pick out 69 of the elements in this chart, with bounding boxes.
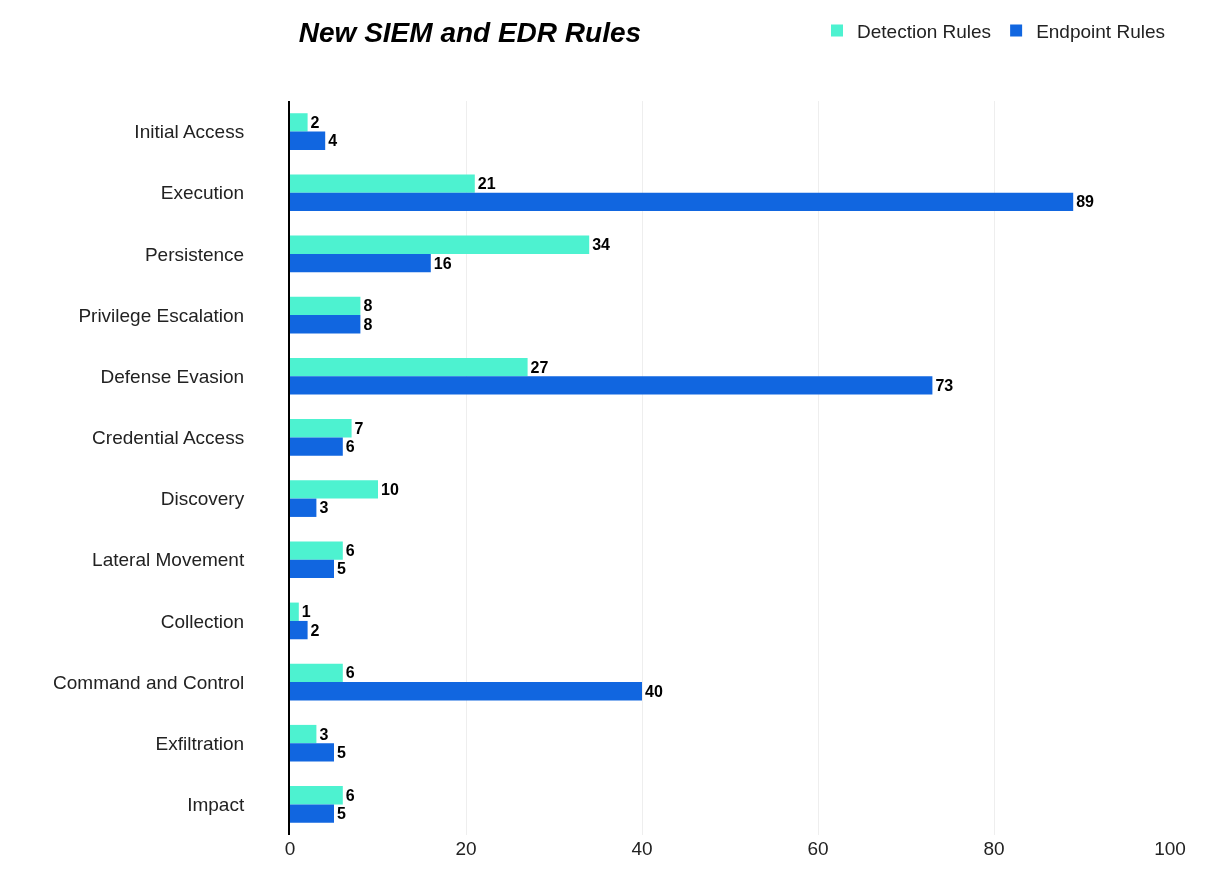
y-tick-label: Credential Access <box>92 427 245 449</box>
data-label: 6 <box>345 438 355 456</box>
x-tick-label: 20 <box>455 838 477 859</box>
bar <box>290 786 343 805</box>
data-label: 6 <box>345 664 355 682</box>
data-label: 16 <box>433 254 452 272</box>
bar <box>290 602 299 621</box>
data-label: 40 <box>645 682 663 700</box>
bar <box>290 620 308 640</box>
bar <box>290 192 1074 212</box>
x-tick-label: 40 <box>631 838 653 859</box>
bar <box>290 315 361 334</box>
bar <box>290 682 642 701</box>
bar <box>290 357 528 377</box>
data-label: 34 <box>592 236 611 254</box>
bar <box>290 419 352 438</box>
data-label: 3 <box>319 725 329 743</box>
data-label: 6 <box>345 542 355 560</box>
bar <box>290 498 317 517</box>
y-tick-label: Collection <box>160 610 245 632</box>
data-label: 3 <box>319 499 329 517</box>
bar <box>290 113 308 132</box>
bar <box>290 541 343 560</box>
bar <box>290 559 334 579</box>
y-tick-label: Persistence <box>144 243 245 265</box>
bar <box>290 804 334 823</box>
data-label: 5 <box>337 743 346 761</box>
y-tick-label: Initial Access <box>134 121 245 143</box>
y-tick-label: Impact <box>187 794 245 816</box>
bar <box>290 437 343 456</box>
data-label: 89 <box>1076 193 1095 211</box>
data-label: 8 <box>363 297 373 315</box>
legend-label: Detection Rules <box>857 20 992 42</box>
data-label: 8 <box>363 315 373 333</box>
x-tick-label: 60 <box>807 838 829 859</box>
data-label: 21 <box>477 175 496 193</box>
data-label: 2 <box>310 621 320 639</box>
data-label: 1 <box>301 603 311 621</box>
data-label: 2 <box>310 113 320 131</box>
data-label: 4 <box>328 132 338 150</box>
bar <box>290 253 431 273</box>
y-tick-label: Execution <box>160 182 245 204</box>
y-tick-label: Exfiltration <box>155 732 245 754</box>
bar <box>290 174 475 193</box>
y-tick-label: Defense Evasion <box>100 365 245 387</box>
data-label: 5 <box>337 805 346 823</box>
data-label: 10 <box>381 480 399 498</box>
y-tick-label: Discovery <box>160 488 245 510</box>
bar <box>290 743 334 762</box>
y-tick-label: Lateral Movement <box>92 549 245 571</box>
bar <box>290 724 317 744</box>
data-label: 6 <box>345 786 355 804</box>
chart-title: New SIEM and EDR Rules <box>298 16 642 48</box>
data-label: 5 <box>337 560 346 578</box>
bar <box>290 663 343 683</box>
bar <box>290 131 326 150</box>
legend-label: Endpoint Rules <box>1036 20 1165 42</box>
bar <box>290 296 361 316</box>
y-tick-label: Command and Control <box>53 671 245 693</box>
bar <box>290 235 590 254</box>
bar <box>290 376 933 395</box>
data-label: 27 <box>530 358 549 376</box>
data-label: 7 <box>354 419 364 437</box>
bar <box>290 480 378 499</box>
x-tick-label: 100 <box>1154 838 1186 859</box>
data-label: 73 <box>935 376 954 394</box>
x-tick-label: 0 <box>284 838 296 859</box>
y-tick-label: Privilege Escalation <box>78 304 245 326</box>
x-tick-label: 80 <box>983 838 1005 859</box>
